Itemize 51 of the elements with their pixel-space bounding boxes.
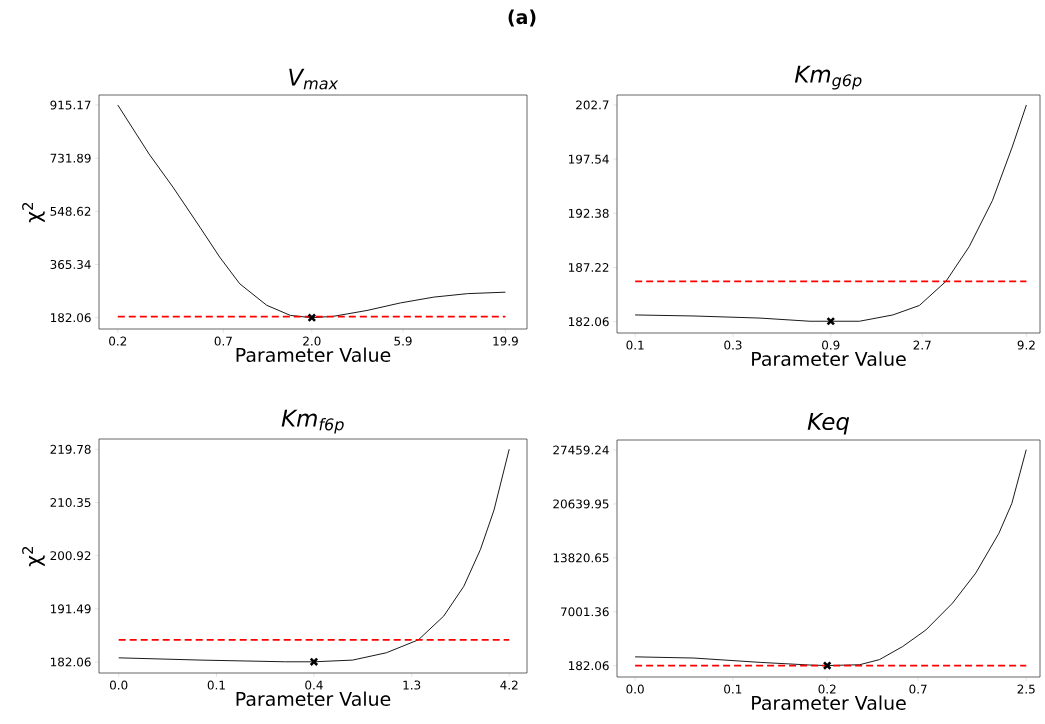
x-tick-label: 0.9 — [822, 340, 840, 350]
y-tick-label: 365.34 — [50, 260, 91, 270]
chart-title: V$_{max}$ — [289, 68, 339, 90]
y-tick-label: 182.06 — [50, 657, 91, 667]
x-tick-label: 2.7 — [913, 340, 931, 350]
x-tick-label: 0.4 — [305, 680, 323, 690]
y-axis-title: χ$^{2}$ — [22, 203, 45, 223]
x-tick-label: 0.7 — [214, 336, 232, 346]
y-tick-label: 200.92 — [50, 551, 91, 561]
y-tick-label: 187.22 — [568, 262, 609, 273]
text: (a) — [508, 9, 536, 27]
y-tick-label: 182.06 — [50, 313, 91, 323]
chart-title: Km$_{g6p}$ — [794, 65, 862, 90]
x-tick-label: 1.3 — [403, 680, 421, 690]
y-tick-label: 182.06 — [568, 317, 609, 327]
y-tick-label: 192.38 — [568, 208, 609, 218]
x-axis-title: Parameter Value — [752, 695, 906, 711]
y-tick-label: 27459.24 — [553, 445, 609, 455]
x-axis-title: Parameter Value — [236, 347, 391, 363]
x-tick-label: 0.2 — [109, 336, 127, 346]
x-axis-title: Parameter Value — [236, 691, 391, 707]
y-tick-label: 202.7 — [576, 100, 609, 110]
chart-title: Keq — [807, 413, 850, 435]
y-tick-label: 13820.65 — [553, 553, 609, 563]
x-tick-label: 0.3 — [724, 340, 742, 350]
x-tick-label: 0.1 — [626, 340, 644, 350]
x-tick-label: 0.7 — [909, 684, 927, 694]
y-tick-label: 197.54 — [568, 154, 609, 164]
y-tick-label: 7001.36 — [561, 607, 609, 617]
y-tick-label: 915.17 — [50, 100, 91, 110]
y-tick-label: 182.06 — [568, 661, 609, 671]
x-tick-label: 0.1 — [724, 684, 742, 694]
y-tick-label: 20639.95 — [553, 499, 609, 509]
x-tick-label: 9.2 — [1017, 340, 1035, 350]
x-tick-label: 19.9 — [493, 336, 518, 346]
x-tick-label: 0.2 — [818, 684, 836, 694]
x-tick-label: 0.1 — [207, 680, 225, 690]
y-tick-label: 210.35 — [50, 497, 91, 508]
x-axis-title: Parameter Value — [752, 351, 906, 367]
x-tick-label: 5.9 — [394, 336, 412, 346]
x-tick-label: 2.5 — [1017, 684, 1035, 694]
x-tick-label: 0.0 — [109, 680, 128, 690]
y-tick-label: 219.78 — [50, 444, 91, 454]
y-tick-label: 731.89 — [50, 153, 91, 163]
x-tick-label: 0.0 — [626, 684, 644, 694]
x-tick-label: 4.2 — [500, 680, 518, 690]
y-tick-label: 191.49 — [50, 604, 91, 614]
x-tick-label: 2.0 — [303, 336, 321, 346]
chart-title: Km$_{f6p}$ — [281, 409, 344, 434]
y-tick-label: 548.62 — [50, 206, 91, 216]
y-axis-title: χ$^{2}$ — [22, 547, 45, 567]
